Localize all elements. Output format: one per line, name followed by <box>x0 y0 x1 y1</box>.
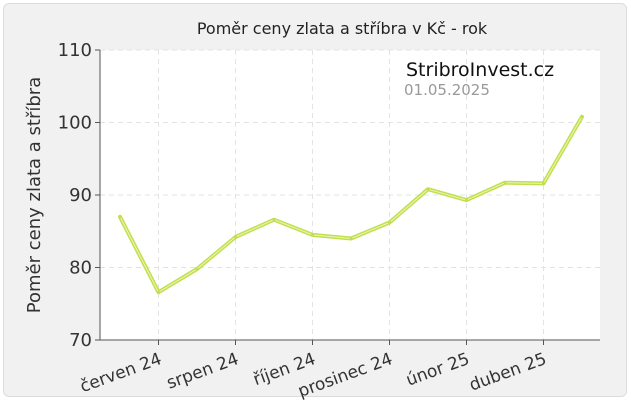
data-point <box>234 235 237 239</box>
data-point <box>542 181 545 185</box>
y-axis-label: Poměr ceny zlata a stříbra <box>24 77 45 313</box>
x-tick-label: duben 25 <box>467 349 550 395</box>
x-tick-label: červen 24 <box>77 349 164 397</box>
data-point <box>311 233 314 237</box>
y-tick-label: 70 <box>69 330 92 351</box>
data-point <box>195 267 199 271</box>
data-point <box>503 181 507 185</box>
series-group <box>118 114 584 295</box>
data-point <box>388 221 391 225</box>
y-tick-label: 110 <box>58 40 92 61</box>
data-point <box>426 187 430 191</box>
x-tick-label: únor 25 <box>403 349 472 390</box>
date-label: 01.05.2025 <box>404 81 490 99</box>
data-point <box>118 215 122 219</box>
chart-title: Poměr ceny zlata a stříbra v Kč - rok <box>197 19 488 38</box>
y-tick-label: 100 <box>58 113 92 134</box>
data-point <box>349 237 353 240</box>
data-point <box>157 290 160 294</box>
gridlines <box>100 49 600 340</box>
y-tick-label: 80 <box>69 258 92 279</box>
brand-watermark: StribroInvest.cz <box>406 59 554 81</box>
x-tick-label: srpen 24 <box>164 349 241 393</box>
data-point <box>465 198 468 202</box>
data-point <box>580 115 584 119</box>
data-point <box>272 218 276 222</box>
y-ticks: 70 80 90 100 110 <box>58 40 100 351</box>
y-tick-label: 90 <box>69 185 92 206</box>
